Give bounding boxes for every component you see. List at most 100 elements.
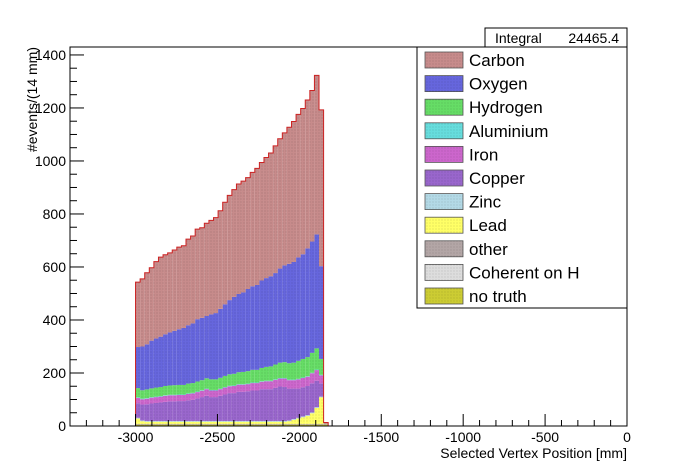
bar-hatch-oxygen [199, 317, 205, 381]
bar-hatch-hydrogen [259, 367, 264, 382]
bar-hatch-other [144, 423, 150, 425]
bar-hatch-oxygen [167, 332, 173, 386]
bar-hatch-carbon [305, 100, 310, 249]
bar-hatch-oxygen [149, 340, 154, 389]
bar-hatch-copper [250, 390, 255, 421]
bar-hatch-hydrogen [231, 373, 237, 386]
bar-hatch-lead [190, 421, 196, 424]
bar-hatch-lead [153, 421, 159, 424]
bar-hatch-oxygen [140, 346, 145, 391]
bar-hatch-lead [314, 407, 320, 424]
bar-hatch-copper [185, 400, 191, 421]
bar-hatch-no-truth [135, 424, 141, 426]
bar-hatch-hydrogen [254, 369, 260, 383]
bar-hatch-zinc [268, 420, 274, 422]
y-tick-label: 1200 [35, 100, 66, 116]
series-no-truth [135, 424, 329, 426]
bar-hatch-aluminium [254, 382, 260, 384]
bar-hatch-iron [241, 384, 246, 392]
bar-hatch-oxygen [176, 329, 182, 385]
legend-label-lead: Lead [469, 216, 507, 235]
y-tick-label: 1000 [35, 153, 66, 169]
bar-hatch-lead [319, 397, 324, 424]
bar-hatch-iron [254, 383, 260, 391]
bar-hatch-oxygen [291, 261, 297, 363]
bar-hatch-hydrogen [286, 363, 292, 380]
bar-hatch-other [153, 423, 159, 425]
bar-hatch-lead [135, 418, 141, 424]
bar-hatch-aluminium [314, 369, 320, 371]
y-axis-label: #events/(14 mm) [24, 47, 40, 152]
bar-hatch-carbon [263, 157, 269, 279]
bar-hatch-oxygen [222, 304, 228, 376]
bar-hatch-oxygen [259, 280, 264, 368]
bar-hatch-other [218, 423, 223, 425]
bar-hatch-no-truth [204, 424, 209, 426]
bar-hatch-other [259, 423, 264, 425]
bar-hatch-hydrogen [305, 357, 310, 377]
bar-hatch-iron [296, 379, 301, 389]
bar-hatch-copper [158, 402, 164, 421]
bar-hatch-other [296, 423, 301, 425]
bar-hatch-oxygen [282, 265, 287, 363]
legend-swatch-hatch-iron [425, 146, 463, 163]
series-copper [135, 380, 324, 421]
bar-hatch-aluminium [263, 380, 269, 382]
bar-hatch-copper [259, 389, 264, 421]
bar-hatch-oxygen [300, 254, 306, 359]
bar-hatch-lead [140, 421, 145, 424]
bar-hatch-copper [149, 403, 154, 421]
bar-hatch-carbon [273, 145, 278, 274]
bar-hatch-copper [167, 401, 173, 421]
bar-hatch-no-truth [282, 424, 287, 426]
bar-hatch-hydrogen [140, 390, 145, 399]
bar-hatch-no-truth [241, 424, 246, 426]
bar-hatch-copper [319, 383, 324, 397]
bar-hatch-carbon [181, 245, 186, 328]
bar-hatch-iron [222, 387, 228, 395]
bar-hatch-no-truth [181, 424, 186, 426]
bar-hatch-other [227, 423, 232, 425]
bar-hatch-zinc [305, 415, 310, 416]
bar-hatch-carbon [245, 177, 251, 289]
bar-hatch-no-truth [213, 424, 219, 426]
bar-hatch-oxygen [144, 344, 150, 390]
bar-hatch-oxygen [314, 234, 320, 349]
bar-hatch-copper [296, 388, 301, 418]
bar-hatch-carbon [208, 220, 214, 315]
bar-hatch-oxygen [273, 273, 278, 365]
bar-hatch-oxygen [286, 263, 292, 364]
bar-hatch-carbon [163, 254, 168, 335]
bar-hatch-carbon [218, 210, 223, 309]
bar-hatch-lead [296, 418, 301, 424]
bar-hatch-carbon [195, 229, 200, 320]
bar-hatch-oxygen [296, 257, 301, 361]
bar-hatch-aluminium [286, 379, 292, 381]
bar-hatch-hydrogen [241, 371, 246, 385]
bar-hatch-carbon [213, 217, 219, 314]
bar-hatch-hydrogen [195, 381, 200, 392]
bar-hatch-hydrogen [282, 362, 287, 379]
bar-hatch-no-truth [218, 424, 223, 426]
bar-hatch-carbon [314, 75, 320, 235]
bar-hatch-no-truth [195, 424, 200, 426]
bar-hatch-lead [144, 421, 150, 424]
bar-hatch-carbon [236, 184, 242, 295]
bar-hatch-iron [163, 395, 168, 402]
bar-hatch-iron [273, 379, 278, 388]
bar-hatch-copper [195, 398, 200, 421]
bar-hatch-no-truth [309, 424, 315, 426]
bar-hatch-zinc [286, 420, 292, 422]
bar-hatch-copper [263, 389, 269, 421]
bar-hatch-other [300, 423, 306, 425]
bar-hatch-hydrogen [245, 371, 251, 384]
bar-hatch-zinc [163, 420, 168, 422]
bar-hatch-zinc [300, 416, 306, 418]
bar-hatch-other [163, 423, 168, 425]
bar-hatch-aluminium [245, 383, 251, 385]
bar-hatch-hydrogen [227, 374, 232, 386]
bar-hatch-zinc [241, 420, 246, 422]
bar-hatch-iron [153, 397, 159, 403]
bar-hatch-iron [227, 386, 232, 394]
